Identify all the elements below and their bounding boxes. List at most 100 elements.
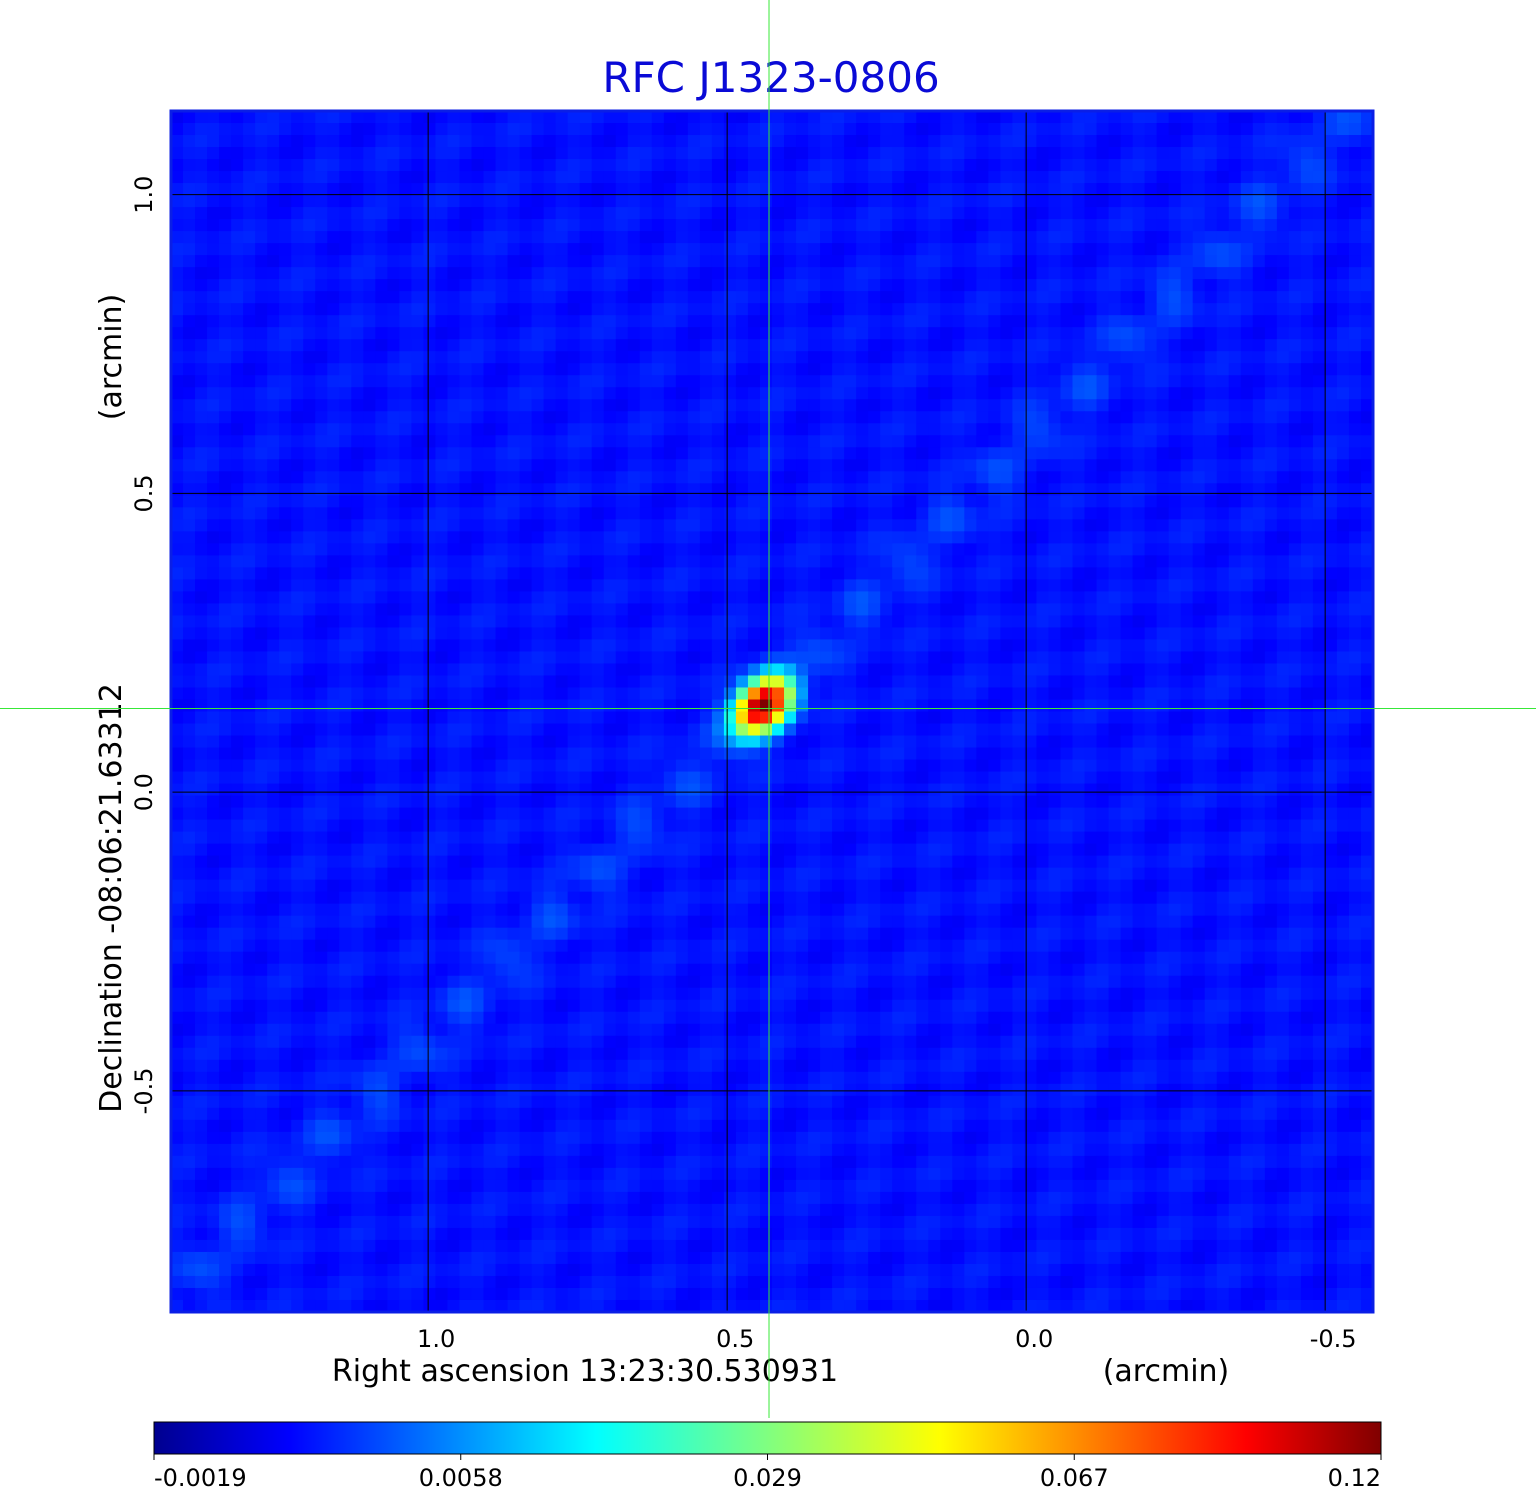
image-pixel xyxy=(699,615,713,629)
image-pixel xyxy=(507,219,521,232)
image-pixel xyxy=(255,471,268,484)
image-pixel xyxy=(928,579,941,592)
image-pixel xyxy=(567,591,581,605)
image-pixel xyxy=(195,435,208,448)
image-pixel xyxy=(1312,459,1326,472)
image-pixel xyxy=(207,195,220,208)
image-pixel xyxy=(1036,267,1050,280)
image-pixel xyxy=(375,339,388,352)
image-pixel xyxy=(459,159,473,172)
image-pixel xyxy=(1204,123,1218,136)
image-pixel xyxy=(723,195,737,208)
image-pixel xyxy=(964,243,977,256)
image-pixel xyxy=(808,375,821,388)
image-pixel xyxy=(1168,555,1182,568)
image-pixel xyxy=(195,351,208,364)
image-pixel xyxy=(880,447,893,460)
image-pixel xyxy=(195,639,208,653)
image-pixel xyxy=(784,567,797,580)
image-pixel xyxy=(1180,231,1194,244)
image-pixel xyxy=(207,459,220,472)
image-pixel xyxy=(591,699,605,713)
image-pixel xyxy=(1012,519,1026,532)
image-pixel xyxy=(447,375,461,388)
image-pixel xyxy=(1000,411,1013,424)
image-pixel xyxy=(555,351,569,364)
image-pixel xyxy=(315,471,328,484)
image-pixel xyxy=(243,591,256,605)
image-pixel xyxy=(1204,495,1218,508)
image-pixel xyxy=(1180,699,1194,713)
image-pixel xyxy=(1240,423,1254,436)
image-pixel xyxy=(1252,699,1266,713)
image-pixel xyxy=(1000,375,1013,388)
image-pixel xyxy=(459,627,473,641)
image-pixel xyxy=(471,471,485,484)
image-pixel xyxy=(1312,567,1326,580)
image-pixel xyxy=(1072,219,1086,232)
image-pixel xyxy=(207,507,220,520)
image-pixel xyxy=(231,663,244,677)
image-pixel xyxy=(1300,387,1314,400)
image-pixel xyxy=(1264,111,1278,124)
image-pixel xyxy=(1180,555,1194,568)
image-pixel xyxy=(1288,207,1302,220)
image-pixel xyxy=(1252,291,1266,304)
image-pixel xyxy=(231,375,244,388)
image-pixel xyxy=(495,459,509,472)
image-pixel xyxy=(1000,231,1013,244)
image-pixel xyxy=(399,291,412,304)
image-pixel xyxy=(1048,351,1062,364)
image-pixel xyxy=(1216,231,1230,244)
image-pixel xyxy=(399,159,412,172)
image-pixel xyxy=(868,327,881,340)
image-pixel xyxy=(699,207,713,220)
image-pixel xyxy=(603,111,617,124)
image-pixel xyxy=(880,615,893,629)
image-pixel xyxy=(880,699,893,713)
image-pixel xyxy=(1072,447,1086,460)
image-pixel xyxy=(603,231,617,244)
image-pixel xyxy=(687,315,701,328)
image-pixel xyxy=(735,171,749,184)
image-pixel xyxy=(1012,291,1026,304)
image-pixel xyxy=(1240,675,1254,689)
image-pixel xyxy=(615,159,629,172)
image-pixel xyxy=(243,495,256,508)
image-pixel xyxy=(483,255,497,268)
image-pixel xyxy=(880,231,893,244)
image-pixel xyxy=(1156,519,1170,532)
image-pixel xyxy=(820,639,833,653)
image-pixel xyxy=(207,435,220,448)
image-pixel xyxy=(1228,579,1242,592)
image-pixel xyxy=(411,279,425,292)
image-pixel xyxy=(1084,507,1098,520)
image-pixel xyxy=(495,639,509,653)
image-pixel xyxy=(784,543,797,556)
image-pixel xyxy=(1024,387,1038,400)
image-pixel xyxy=(892,471,905,484)
image-pixel xyxy=(579,279,593,292)
image-pixel xyxy=(591,591,605,605)
image-pixel xyxy=(1204,399,1218,412)
image-pixel xyxy=(435,423,449,436)
image-pixel xyxy=(1312,687,1326,701)
image-pixel xyxy=(772,291,785,304)
image-pixel xyxy=(820,507,833,520)
image-pixel xyxy=(603,423,617,436)
image-pixel xyxy=(868,699,881,713)
image-pixel xyxy=(1204,171,1218,184)
image-pixel xyxy=(519,219,533,232)
image-pixel xyxy=(471,207,485,220)
image-pixel xyxy=(447,111,461,124)
image-pixel xyxy=(916,483,929,496)
image-pixel xyxy=(459,303,473,316)
image-pixel xyxy=(399,459,412,472)
image-pixel xyxy=(675,279,689,292)
image-pixel xyxy=(1024,567,1038,580)
image-pixel xyxy=(1120,675,1134,689)
image-pixel xyxy=(1168,495,1182,508)
image-pixel xyxy=(423,615,437,629)
image-pixel xyxy=(1144,147,1158,160)
image-pixel xyxy=(531,579,545,592)
